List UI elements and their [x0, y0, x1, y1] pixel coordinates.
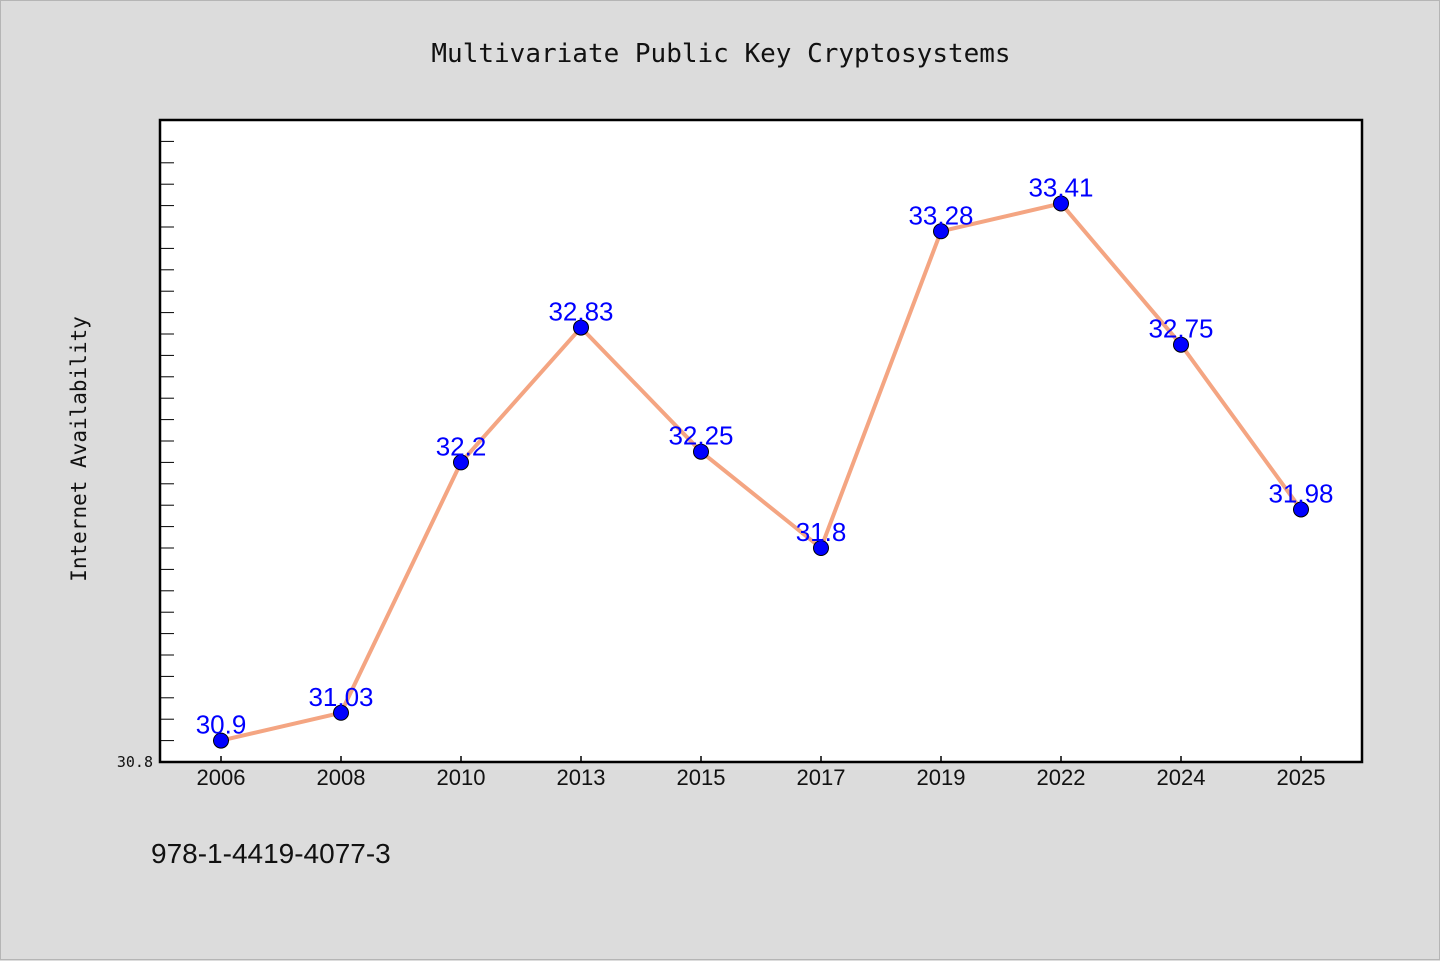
data-point	[213, 732, 229, 749]
data-markers	[213, 195, 1309, 749]
x-tick-label: 2010	[437, 765, 486, 790]
x-tick-label: 2008	[317, 765, 366, 790]
y-tick-label: 30.8	[117, 753, 153, 771]
x-axis-ticks: 2006 2008 2010 2013 2015 2017 2019 2022 2024 2025	[197, 756, 1326, 790]
data-label: 32.83	[548, 297, 613, 327]
data-label: 31.03	[308, 682, 373, 712]
data-label: 33.28	[908, 200, 973, 230]
series-line	[220, 201, 1303, 743]
data-point	[813, 540, 829, 556]
x-tick-label: 2006	[197, 765, 246, 790]
chart-title: Multivariate Public Key Cryptosystems	[431, 39, 1010, 69]
data-label: 33.41	[1028, 172, 1093, 202]
x-tick-label: 2017	[797, 765, 846, 790]
data-label: 30.9	[196, 710, 247, 740]
data-label: 31.8	[796, 517, 847, 547]
x-tick-label: 2025	[1277, 765, 1326, 790]
data-point	[1173, 336, 1189, 353]
y-axis-ticks	[160, 140, 174, 742]
plot-area	[158, 118, 1364, 764]
data-point	[1293, 501, 1309, 518]
data-point	[573, 319, 589, 336]
x-tick-label: 2013	[557, 765, 606, 790]
isbn-footer: 978-1-4419-4077-3	[151, 838, 391, 869]
data-point	[1053, 195, 1069, 212]
data-point	[693, 443, 709, 460]
data-point	[333, 704, 349, 721]
data-point	[453, 454, 469, 471]
data-label: 32.25	[668, 421, 733, 451]
x-tick-label: 2024	[1157, 765, 1206, 790]
y-axis-label: Internet Availability	[67, 316, 91, 582]
data-label: 32.75	[1148, 314, 1213, 344]
x-tick-label: 2019	[917, 765, 966, 790]
x-tick-label: 2015	[677, 765, 726, 790]
x-tick-label: 2022	[1037, 765, 1086, 790]
data-point	[933, 223, 949, 240]
data-label: 31.98	[1268, 478, 1333, 508]
data-labels: 30.9 31.03 32.2 32.83 32.25 31.8 33.28 33.41 32.…	[196, 172, 1334, 739]
data-label: 32.2	[436, 431, 487, 461]
